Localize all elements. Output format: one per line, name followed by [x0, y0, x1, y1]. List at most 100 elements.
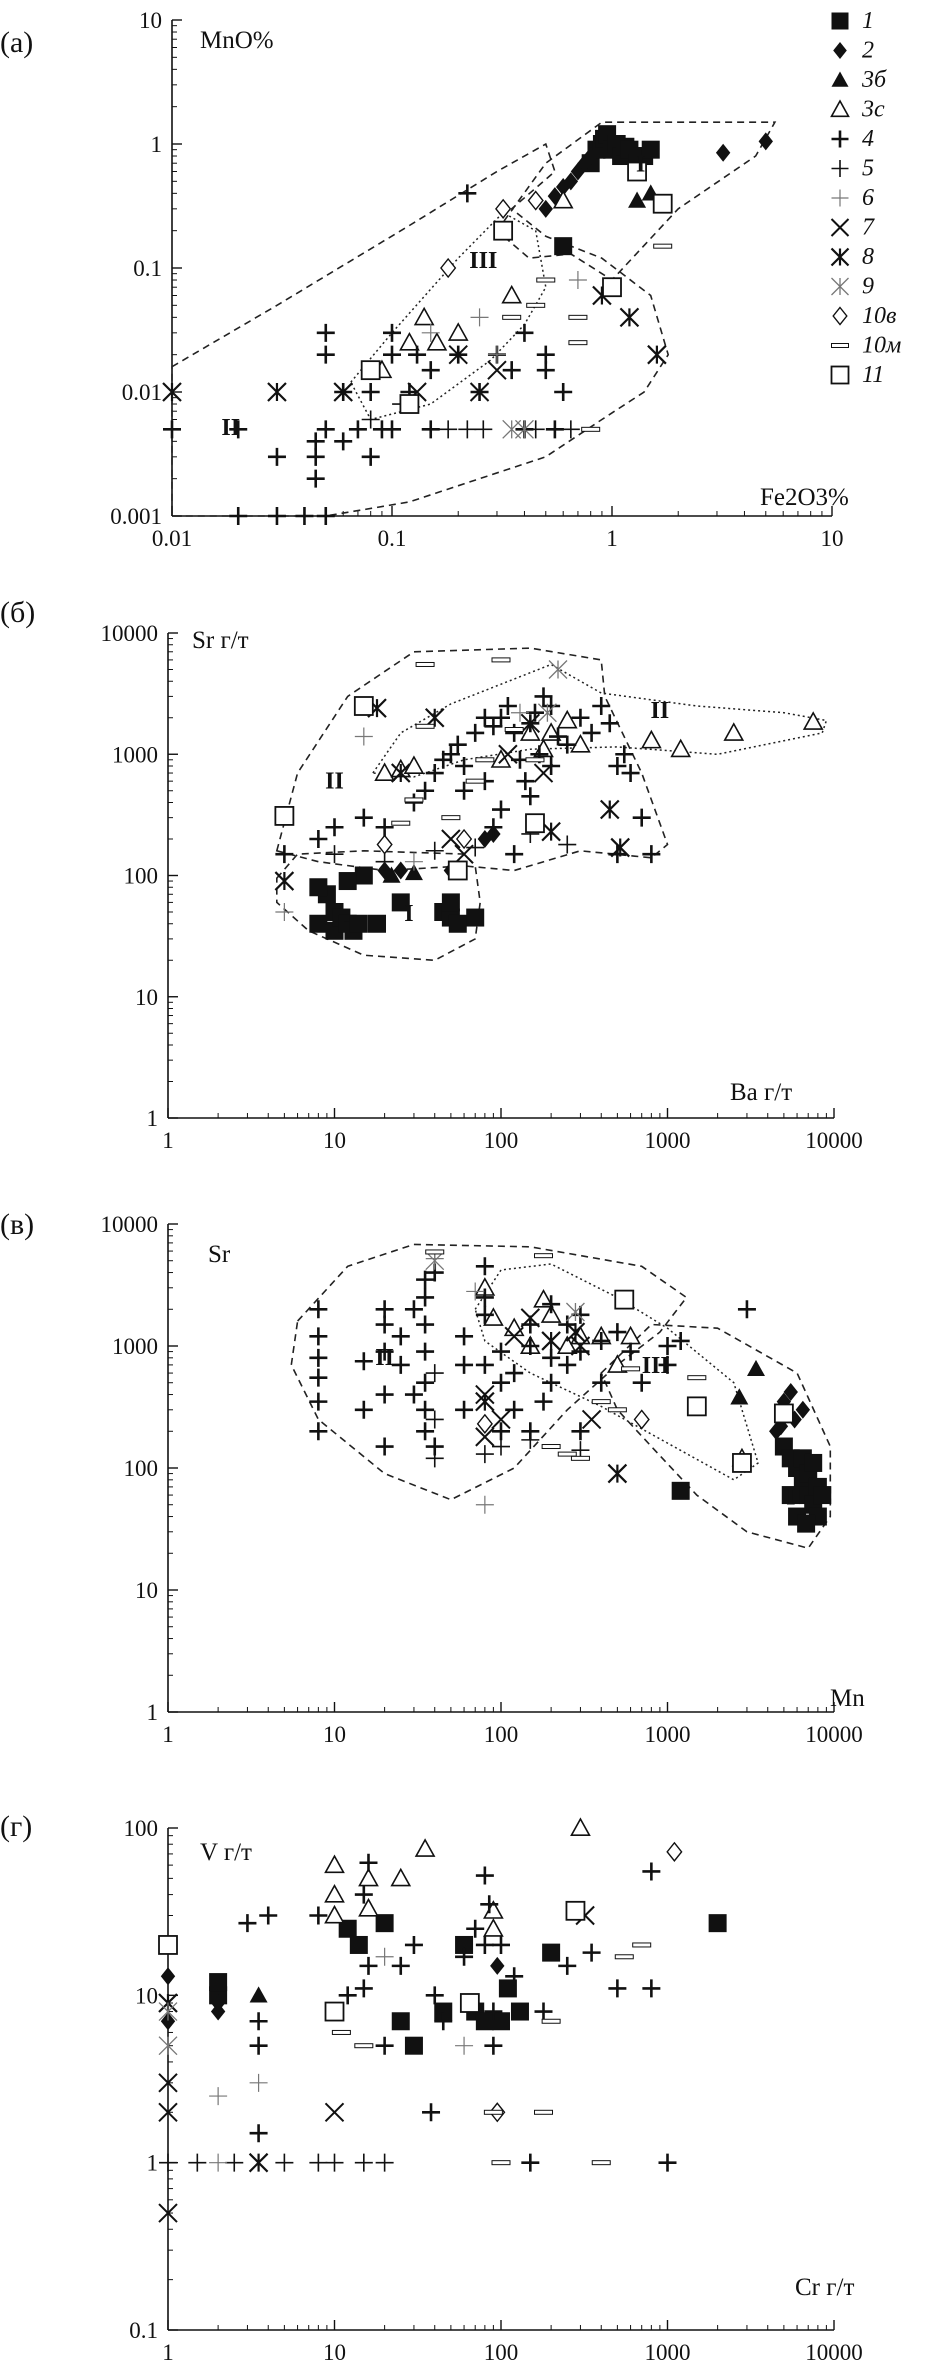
data-point-s4	[621, 1342, 640, 1361]
data-point-s4	[475, 1305, 494, 1324]
data-point-s4	[475, 1866, 494, 1885]
data-point-s4	[238, 1914, 257, 1933]
data-point-s2	[795, 1400, 811, 1419]
data-point-s5	[159, 2153, 177, 2172]
x-tick-label: 10000	[805, 1128, 863, 1153]
data-point-s1	[813, 1486, 832, 1505]
data-point-s10m	[525, 757, 545, 763]
data-point-s4	[408, 345, 427, 364]
panel-label: (б)	[0, 596, 35, 629]
legend-marker	[831, 71, 849, 87]
data-point-s6	[568, 271, 587, 290]
data-point-s6	[404, 852, 423, 871]
y-tick-label: 100	[124, 1456, 159, 1481]
data-point-s4	[375, 1342, 394, 1361]
data-point-s4	[434, 2012, 453, 2031]
data-point-s6	[475, 1495, 494, 1514]
data-point-s4	[571, 708, 590, 727]
data-point-s11	[324, 2001, 345, 2022]
data-point-s4	[475, 1935, 494, 1954]
x-tick-label: 1	[162, 1128, 174, 1153]
y-tick-label: 0.1	[129, 2318, 158, 2343]
data-point-s4	[498, 697, 517, 715]
data-point-s4	[516, 772, 535, 791]
legend-label: 9	[862, 274, 874, 300]
data-point-s11	[493, 220, 514, 241]
data-point-s4	[475, 708, 494, 727]
legend-marker	[831, 277, 849, 296]
panel-a: (а) MnO% Fe2O3% 0.01 0.1 1 100.0010.010.111…	[0, 8, 901, 551]
data-point-s3b	[382, 866, 401, 883]
data-point-s10m	[607, 1407, 627, 1413]
data-point-s11	[565, 1900, 586, 1921]
data-point-s10m	[581, 426, 601, 432]
data-point-s4	[534, 2002, 553, 2021]
data-point-s10m	[653, 243, 673, 249]
data-point-s4	[558, 1355, 577, 1374]
data-point-s7	[475, 1427, 495, 1447]
data-point-s4	[309, 1422, 328, 1441]
data-point-s4	[354, 1400, 373, 1419]
data-point-s10m	[415, 723, 435, 729]
data-point-s8	[610, 837, 630, 858]
data-point-s6	[209, 2087, 228, 2106]
data-point-s4	[571, 1422, 590, 1441]
data-point-s4	[542, 697, 561, 715]
data-point-s4	[542, 1295, 561, 1314]
data-point-s5	[325, 845, 344, 864]
data-point-s4	[391, 1327, 410, 1346]
y-tick-label: 1000	[112, 742, 158, 767]
data-point-s6	[209, 2153, 228, 2172]
x-tick-label: 10	[323, 1722, 346, 1747]
data-point-s11	[447, 860, 468, 881]
data-point-s4	[737, 1300, 756, 1319]
data-point-s10m	[570, 1455, 590, 1461]
data-point-s6	[510, 703, 529, 722]
x-axis-title: Ba г/т	[730, 1079, 792, 1106]
panel-label: (а)	[0, 26, 33, 59]
x-tick-label: 1	[606, 526, 618, 551]
field-label: III	[469, 248, 497, 274]
data-point-s4	[391, 1956, 410, 1975]
data-point-s4	[309, 1368, 328, 1387]
y-tick-label: 10	[139, 8, 162, 33]
data-point-s4	[309, 1327, 328, 1346]
data-point-s4	[484, 818, 503, 837]
data-point-s5	[425, 841, 444, 860]
data-point-s10m	[331, 2029, 351, 2035]
data-point-s4	[505, 723, 524, 742]
data-point-s11	[686, 1396, 707, 1417]
data-point-s9	[565, 1302, 585, 1322]
data-point-s2	[570, 162, 586, 181]
data-point-s3c	[324, 1904, 345, 1924]
data-point-s3b	[404, 863, 423, 881]
data-point-s4	[475, 1257, 494, 1276]
y-tick-label: 10000	[101, 1212, 159, 1237]
data-point-s10v	[455, 828, 473, 850]
data-point-s11	[773, 1403, 794, 1424]
field-label: III	[642, 1353, 670, 1379]
data-point-s4	[375, 2036, 394, 2055]
data-point-s5	[375, 852, 394, 871]
data-point-s8	[274, 871, 295, 891]
data-point-s4	[545, 420, 564, 439]
data-point-s3c	[390, 1867, 412, 1887]
data-point-s3c	[641, 729, 662, 749]
data-point-s4	[492, 1422, 510, 1441]
data-point-s4	[592, 1373, 611, 1392]
data-point-s4	[404, 1935, 423, 1954]
data-point-s4	[502, 361, 521, 380]
x-tick-label: 100	[484, 1128, 519, 1153]
data-point-s4	[608, 1979, 627, 1998]
y-tick-label: 10	[135, 1578, 158, 1603]
data-point-s3c	[426, 332, 448, 351]
data-point-s4	[642, 845, 661, 864]
data-point-s3c	[670, 738, 692, 758]
data-point-s4	[275, 845, 294, 864]
data-point-s3b	[249, 1986, 268, 2003]
composition-field	[600, 1323, 832, 1550]
x-tick-label: 10000	[805, 1722, 863, 1747]
composition-field	[171, 142, 670, 517]
data-point-s1	[391, 893, 410, 912]
data-point-s11	[525, 813, 545, 834]
